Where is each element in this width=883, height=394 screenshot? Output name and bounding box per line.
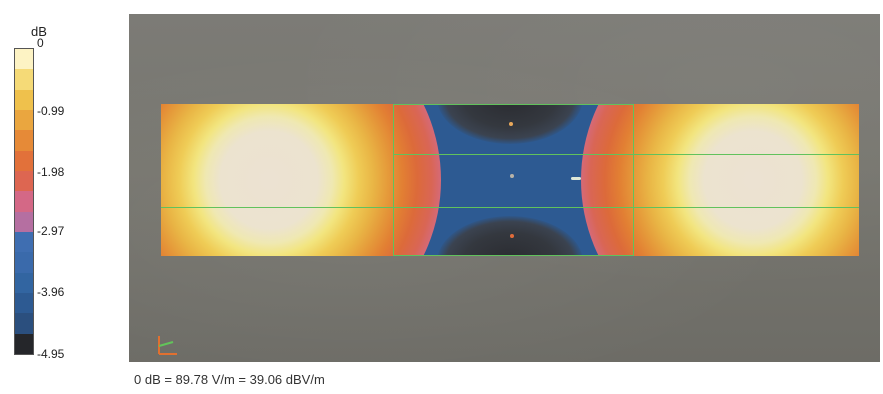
legend-tick-label: -2.97 bbox=[37, 224, 65, 238]
legend-unit-label: dB bbox=[31, 24, 47, 39]
color-scale-swatch bbox=[15, 292, 33, 314]
probe-marker bbox=[510, 174, 514, 178]
probe-marker bbox=[510, 234, 514, 238]
field-maximum-right bbox=[581, 104, 859, 256]
color-scale-swatch bbox=[15, 272, 33, 293]
probe-marker bbox=[509, 122, 513, 126]
legend-tick-label: -0.99 bbox=[37, 104, 65, 118]
color-scale-swatch bbox=[15, 109, 33, 131]
color-scale-swatch bbox=[15, 313, 33, 334]
grid-line bbox=[393, 255, 633, 256]
color-scale-swatch bbox=[15, 130, 33, 151]
legend-tick-label: -4.95 bbox=[37, 347, 65, 361]
color-scale-swatch bbox=[15, 231, 33, 253]
render-viewport[interactable] bbox=[129, 14, 880, 362]
grid-line bbox=[393, 104, 633, 105]
color-scale-swatch bbox=[15, 170, 33, 192]
color-scale-swatch bbox=[15, 150, 33, 171]
field-distribution-plane bbox=[161, 104, 859, 256]
color-scale-bar bbox=[14, 48, 34, 355]
grid-line bbox=[161, 207, 859, 208]
legend-tick-label: -3.96 bbox=[37, 285, 65, 299]
legend-tick-label: -1.98 bbox=[37, 165, 65, 179]
legend-tick-label: 0 bbox=[37, 36, 44, 50]
color-scale-swatch bbox=[15, 69, 33, 90]
grid-line bbox=[393, 154, 859, 155]
color-scale-swatch bbox=[15, 49, 33, 70]
color-scale-swatch bbox=[15, 191, 33, 212]
color-scale-swatch bbox=[15, 252, 33, 273]
probe-marker bbox=[571, 177, 581, 180]
grid-line bbox=[633, 104, 634, 256]
color-scale-swatch bbox=[15, 89, 33, 110]
grid-line bbox=[393, 104, 394, 256]
coordinate-axes-icon bbox=[158, 336, 177, 355]
reference-level-caption: 0 dB = 89.78 V/m = 39.06 dBV/m bbox=[134, 372, 325, 387]
color-scale-swatch bbox=[15, 211, 33, 232]
field-maximum-left bbox=[161, 104, 441, 256]
color-scale-swatch bbox=[15, 333, 33, 354]
